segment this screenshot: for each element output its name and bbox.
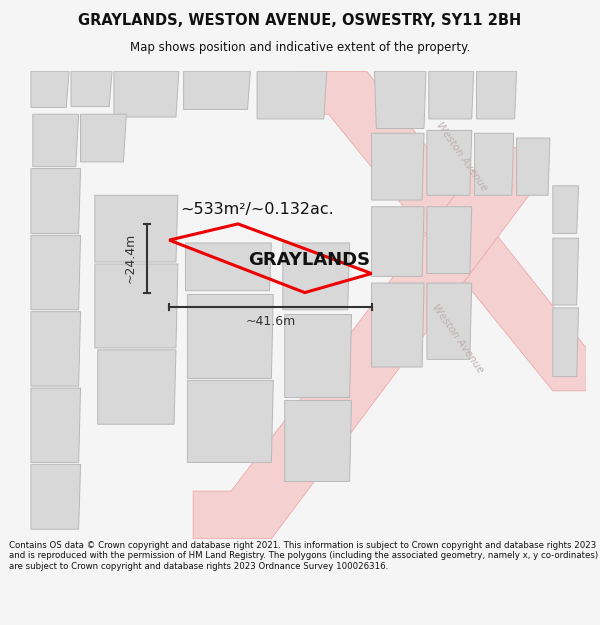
Text: Weston Avenue: Weston Avenue [430,302,485,375]
Polygon shape [98,350,176,424]
Polygon shape [31,71,69,107]
Polygon shape [429,71,473,119]
Polygon shape [95,195,178,262]
Polygon shape [31,312,80,386]
Text: GRAYLANDS: GRAYLANDS [248,251,371,269]
Polygon shape [427,283,472,359]
Polygon shape [31,464,80,529]
Polygon shape [283,243,350,310]
Polygon shape [374,71,426,129]
Polygon shape [114,71,179,117]
Polygon shape [193,148,529,539]
Polygon shape [517,138,550,195]
Polygon shape [31,236,80,310]
Polygon shape [187,294,273,379]
Polygon shape [553,238,578,305]
Polygon shape [31,388,80,462]
Polygon shape [371,133,424,200]
Polygon shape [80,114,127,162]
Polygon shape [285,314,352,398]
Polygon shape [295,71,586,391]
Polygon shape [71,71,112,106]
Polygon shape [95,264,178,348]
Polygon shape [553,308,578,376]
Polygon shape [184,71,250,109]
Text: Weston Avenue: Weston Avenue [434,121,490,193]
Text: ~41.6m: ~41.6m [245,315,296,328]
Polygon shape [257,71,327,119]
Polygon shape [185,243,271,291]
Polygon shape [427,131,472,195]
Text: ~533m²/~0.132ac.: ~533m²/~0.132ac. [180,202,334,217]
Text: Map shows position and indicative extent of the property.: Map shows position and indicative extent… [130,41,470,54]
Polygon shape [371,207,424,276]
Text: GRAYLANDS, WESTON AVENUE, OSWESTRY, SY11 2BH: GRAYLANDS, WESTON AVENUE, OSWESTRY, SY11… [79,13,521,28]
Polygon shape [427,207,472,274]
Polygon shape [553,186,578,234]
Polygon shape [475,133,514,195]
Polygon shape [476,71,517,119]
Polygon shape [31,169,80,234]
Polygon shape [371,283,424,367]
Polygon shape [187,381,273,462]
Polygon shape [285,401,352,481]
Text: ~24.4m: ~24.4m [124,233,137,283]
Polygon shape [33,114,79,167]
Text: Contains OS data © Crown copyright and database right 2021. This information is : Contains OS data © Crown copyright and d… [9,541,598,571]
